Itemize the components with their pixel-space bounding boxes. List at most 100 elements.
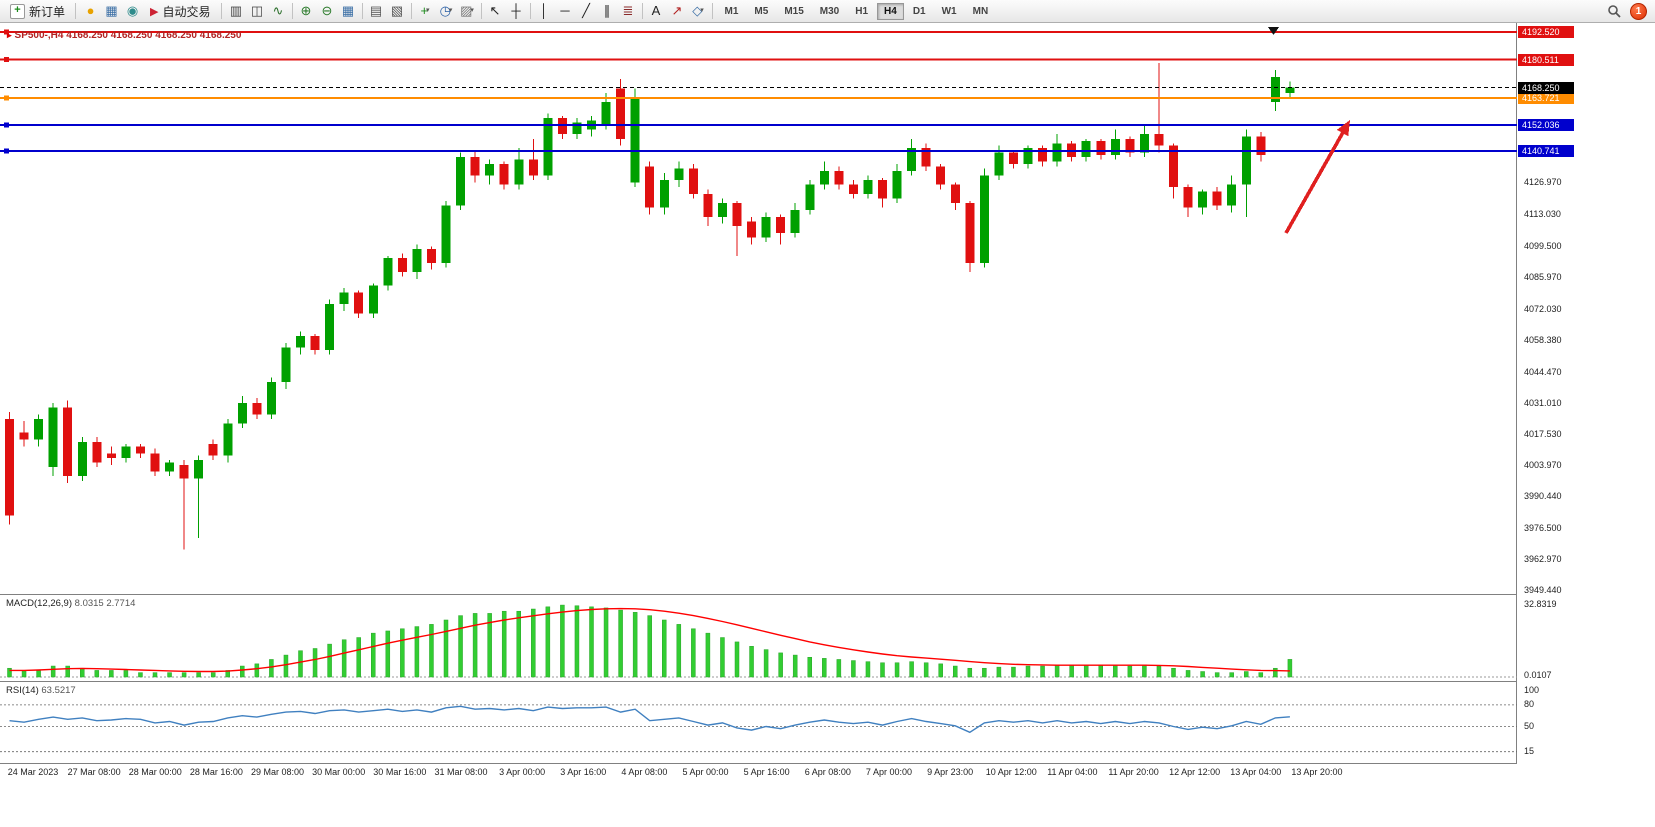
horizontal-line-icon[interactable]: ─: [560, 3, 570, 18]
rsi-value: 63.5217: [41, 685, 76, 696]
macd-bar: [1083, 664, 1089, 678]
candle-body: [528, 159, 538, 176]
zoom-in-icon[interactable]: ⊕: [300, 3, 312, 18]
candle-body: [1270, 76, 1280, 103]
vertical-line-icon[interactable]: │: [539, 3, 549, 18]
candle-body: [994, 152, 1004, 176]
timeframe-button-m5[interactable]: M5: [747, 3, 775, 20]
macd-bar: [836, 659, 842, 678]
macd-bar: [691, 628, 696, 678]
macd-bar: [356, 637, 361, 678]
macd-label: MACD(12,26,9) 8.0315 2.7714: [6, 598, 136, 609]
trend-arrow-annotation: [1284, 120, 1350, 234]
dropdown-caret-icon[interactable]: ▾: [426, 7, 430, 14]
shapes-icon[interactable]: ◇ ▾: [692, 3, 704, 18]
notification-badge[interactable]: 1: [1630, 2, 1647, 20]
macd-bar: [1185, 670, 1191, 678]
candle-body: [790, 209, 800, 233]
charts-window-icon[interactable]: ▦: [105, 3, 118, 18]
dropdown-caret-icon[interactable]: ▾: [448, 7, 453, 14]
channel-icon[interactable]: ∥: [603, 3, 611, 18]
timeframe-button-w1[interactable]: W1: [935, 3, 964, 20]
candle-body: [456, 157, 466, 206]
candle-body: [979, 175, 989, 263]
arrow-object-icon[interactable]: ↗: [671, 3, 683, 18]
macd-bar: [1025, 665, 1031, 678]
cursor-icon[interactable]: ↖: [489, 3, 501, 18]
timeframe-button-h4[interactable]: H4: [877, 2, 904, 20]
dropdown-caret-icon[interactable]: ▾: [700, 7, 704, 14]
candle-body: [266, 382, 276, 415]
timeframe-button-m30[interactable]: M30: [813, 3, 846, 20]
auto-scroll-icon[interactable]: ▤: [369, 3, 383, 18]
fibonacci-icon[interactable]: ≣: [622, 3, 634, 18]
candle-body: [630, 97, 640, 183]
timeframe-button-m1[interactable]: M1: [718, 3, 746, 20]
trendline-icon[interactable]: ╱: [582, 3, 590, 18]
candlestick-chart[interactable]: [0, 23, 1517, 594]
new-order-button[interactable]: + 新订单: [4, 1, 71, 22]
time-axis-label: 29 Mar 08:00: [251, 767, 305, 777]
macd-bar: [894, 662, 900, 678]
timeframe-button-h1[interactable]: H1: [848, 3, 875, 20]
rsi-axis-label: 50: [1524, 720, 1535, 731]
candle-body: [1198, 191, 1208, 208]
rsi-chart[interactable]: [0, 682, 1517, 763]
zoom-out-icon[interactable]: ⊖: [321, 3, 333, 18]
indicators-add-icon[interactable]: + ▾: [420, 3, 430, 18]
candle-body: [296, 336, 305, 348]
macd-chart[interactable]: [0, 595, 1517, 681]
candle-body: [223, 423, 233, 456]
templates-icon[interactable]: ▨ ▾: [460, 3, 474, 18]
macd-bar: [240, 665, 245, 678]
price-axis[interactable]: 4126.970 4113.030 4099.500 4085.970 4072.030…: [1517, 23, 1655, 781]
candle-body: [150, 453, 160, 472]
macd-bar: [1069, 664, 1074, 678]
level-handle: [4, 95, 9, 101]
candlestick-chart-type-icon[interactable]: ◫: [250, 3, 264, 18]
price-tick-label: 4085.970: [1524, 271, 1562, 282]
time-axis[interactable]: 24 Mar 2023 27 Mar 08:00 28 Mar 00:00 28 Ma…: [0, 763, 1517, 781]
price-tick-label: 4003.970: [1524, 459, 1562, 470]
macd-bar: [167, 672, 172, 678]
candle-body: [776, 216, 786, 233]
main-toolbar: + 新订单 ● ▦ ◉ ▶ 自动交易 ▥ ◫ ∿ ⊕ ⊖ ▦ ▤ ▧ + ▾ ◷ ▾ ▨ ▾ ↖ ┼ │ ─ ╱ ∥ ≣ A ↗…: [0, 0, 1655, 23]
macd-bar: [1127, 665, 1133, 678]
candle-body: [1008, 152, 1018, 165]
line-chart-type-icon[interactable]: ∿: [272, 3, 284, 18]
periods-icon[interactable]: ◷ ▾: [439, 3, 453, 18]
tile-windows-icon[interactable]: ▦: [341, 3, 355, 18]
dropdown-caret-icon[interactable]: ▾: [470, 7, 474, 14]
toolbar-separator: [220, 3, 222, 19]
market-watch-icon[interactable]: ◉: [126, 3, 139, 18]
auto-trading-button[interactable]: ▶ 自动交易: [144, 1, 216, 22]
price-tick-label: 4113.030: [1524, 209, 1561, 220]
time-axis-label: 3 Apr 16:00: [560, 767, 607, 777]
price-tick-label: 4126.970: [1524, 177, 1562, 188]
lightbulb-icon[interactable]: ●: [86, 3, 95, 18]
candle-body: [572, 122, 582, 135]
chart-shift-icon[interactable]: ▧: [390, 3, 404, 18]
macd-bar: [1098, 664, 1103, 678]
price-level-tag: 4180.511: [1518, 53, 1574, 66]
timeframe-button-mn[interactable]: MN: [966, 3, 996, 20]
rsi-panel[interactable]: RSI(14) 63.5217: [0, 681, 1517, 763]
macd-bar: [705, 632, 711, 678]
candle-body: [688, 168, 698, 194]
level-handle: [4, 122, 9, 128]
candle-body: [412, 248, 422, 272]
macd-bar: [807, 657, 812, 678]
rsi-axis-label: 80: [1524, 698, 1535, 709]
candle-body: [1125, 138, 1135, 153]
crosshair-icon[interactable]: ┼: [511, 3, 521, 18]
bars-chart-type-icon[interactable]: ▥: [229, 3, 243, 18]
macd-axis-min: 0.0107: [1524, 670, 1552, 680]
text-icon[interactable]: A: [651, 3, 661, 18]
time-axis-label: 10 Apr 12:00: [985, 767, 1037, 777]
price-chart-panel[interactable]: ▸ SP500-,H4 4168.250 4168.250 4168.250 41…: [0, 23, 1517, 594]
macd-panel[interactable]: MACD(12,26,9) 8.0315 2.7714: [0, 594, 1517, 681]
search-icon[interactable]: [1603, 2, 1624, 20]
timeframe-button-d1[interactable]: D1: [906, 3, 933, 20]
timeframe-button-m15[interactable]: M15: [777, 3, 810, 20]
candle-body: [921, 147, 931, 167]
